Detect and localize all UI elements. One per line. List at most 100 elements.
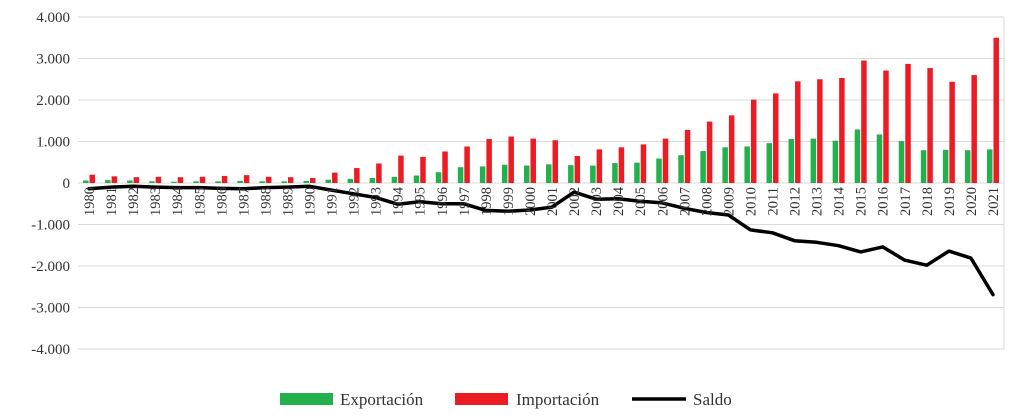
y-tick-label: 1.000	[36, 135, 70, 151]
x-tick-label: 1980	[82, 187, 98, 216]
x-tick-label: 1998	[479, 187, 495, 216]
bar-importacion	[750, 99, 757, 183]
bar-exportacion	[986, 149, 993, 183]
bar-exportacion	[501, 164, 508, 183]
x-tick-label: 1995	[413, 187, 429, 216]
bar-exportacion	[700, 151, 706, 183]
y-tick-label: -2.000	[31, 259, 70, 275]
x-tick-label: 2008	[699, 187, 715, 216]
bar-exportacion	[193, 181, 199, 183]
bar-importacion	[706, 121, 713, 183]
bar-importacion	[376, 163, 382, 183]
bar-importacion	[993, 37, 999, 183]
legend-swatch-importacion	[455, 393, 508, 405]
x-tick-label: 1992	[347, 187, 363, 216]
bar-exportacion	[810, 138, 817, 183]
saldo-line-group	[87, 184, 995, 297]
grid-lines	[78, 16, 1005, 350]
bar-importacion	[155, 176, 162, 183]
y-tick-label: 0	[63, 176, 71, 192]
bar-importacion	[464, 146, 470, 183]
x-tick-label: 2016	[876, 187, 892, 216]
bar-importacion	[111, 176, 118, 183]
bar-importacion	[530, 138, 536, 183]
bar-importacion	[839, 78, 845, 183]
x-tick-label: 2019	[942, 187, 958, 216]
bar-exportacion	[303, 180, 309, 183]
bar-exportacion	[942, 149, 949, 183]
x-tick-label: 1994	[391, 186, 407, 216]
bar-importacion	[552, 140, 559, 183]
bar-exportacion	[479, 166, 486, 183]
x-tick-label: 2014	[832, 186, 848, 216]
y-tick-label: 2.000	[36, 93, 70, 109]
x-tick-label: 1986	[214, 187, 230, 216]
bar-importacion	[574, 156, 581, 183]
bar-exportacion	[83, 180, 89, 183]
bar-exportacion	[457, 167, 464, 183]
y-axis-ticks: 4.000 3.000 2.000 1.000 0 -1.000 -2.000 -3.000 -…	[31, 10, 70, 358]
legend-label-importacion: Importación	[516, 390, 600, 409]
bar-exportacion	[215, 181, 221, 183]
y-tick-label: -4.000	[31, 342, 70, 358]
bar-exportacion	[678, 155, 684, 183]
bar-importacion	[684, 129, 691, 183]
bar-importacion	[199, 176, 206, 183]
bar-importacion	[817, 79, 823, 183]
bar-exportacion	[898, 141, 905, 183]
bar-importacion	[861, 60, 867, 184]
bar-exportacion	[523, 165, 530, 183]
bar-exportacion	[766, 143, 772, 183]
x-tick-label: 2001	[545, 187, 561, 216]
x-tick-label: 2006	[655, 187, 671, 216]
bar-importacion	[662, 138, 669, 183]
x-tick-label: 1983	[148, 187, 164, 216]
bar-exportacion	[568, 165, 574, 183]
bar-importacion	[265, 176, 272, 183]
bar-importacion	[883, 70, 889, 183]
x-tick-label: 1990	[303, 187, 319, 216]
x-tick-label: 2012	[788, 187, 804, 216]
bar-importacion	[795, 81, 801, 183]
bar-exportacion	[920, 150, 927, 183]
x-tick-label: 2010	[744, 187, 760, 216]
bar-importacion	[221, 175, 228, 183]
bar-importacion	[773, 93, 779, 183]
bar-importacion	[596, 149, 603, 183]
bar-importacion	[971, 75, 977, 183]
y-tick-label: -3.000	[31, 301, 70, 317]
x-axis-ticks: 1980 1981 1982 1983 1984 1985 1986 1987 1988 1989…	[82, 186, 1002, 216]
x-tick-label: 1999	[501, 187, 517, 216]
bar-exportacion	[105, 180, 111, 183]
bar-exportacion	[612, 163, 618, 183]
bar-exportacion	[832, 140, 839, 183]
bar-exportacion	[259, 181, 265, 183]
bar-importacion	[354, 168, 360, 183]
bar-importacion	[442, 151, 448, 183]
x-tick-label: 1989	[281, 187, 297, 216]
bar-exportacion	[391, 176, 398, 183]
x-tick-label: 2007	[677, 187, 693, 216]
bar-exportacion	[325, 179, 332, 183]
x-tick-label: 1997	[457, 187, 473, 216]
bar-exportacion	[876, 134, 883, 183]
bar-exportacion	[281, 181, 287, 183]
bar-exportacion	[634, 162, 640, 183]
bar-importacion	[618, 147, 625, 183]
bar-exportacion	[722, 147, 728, 183]
bar-importacion	[927, 68, 933, 183]
bar-exportacion	[546, 164, 552, 183]
x-tick-label: 2005	[633, 187, 649, 216]
x-tick-label: 2015	[854, 187, 870, 216]
legend: Exportación Importación Saldo	[280, 390, 732, 409]
x-tick-label: 2018	[920, 187, 936, 216]
bar-importacion	[177, 177, 184, 183]
x-tick-label: 2017	[898, 187, 914, 216]
y-tick-label: 3.000	[36, 52, 70, 68]
x-tick-label: 1985	[192, 187, 208, 216]
x-tick-label: 1982	[126, 187, 142, 216]
bar-exportacion	[369, 178, 376, 183]
bar-importacion	[310, 178, 316, 183]
bar-exportacion	[413, 175, 420, 183]
